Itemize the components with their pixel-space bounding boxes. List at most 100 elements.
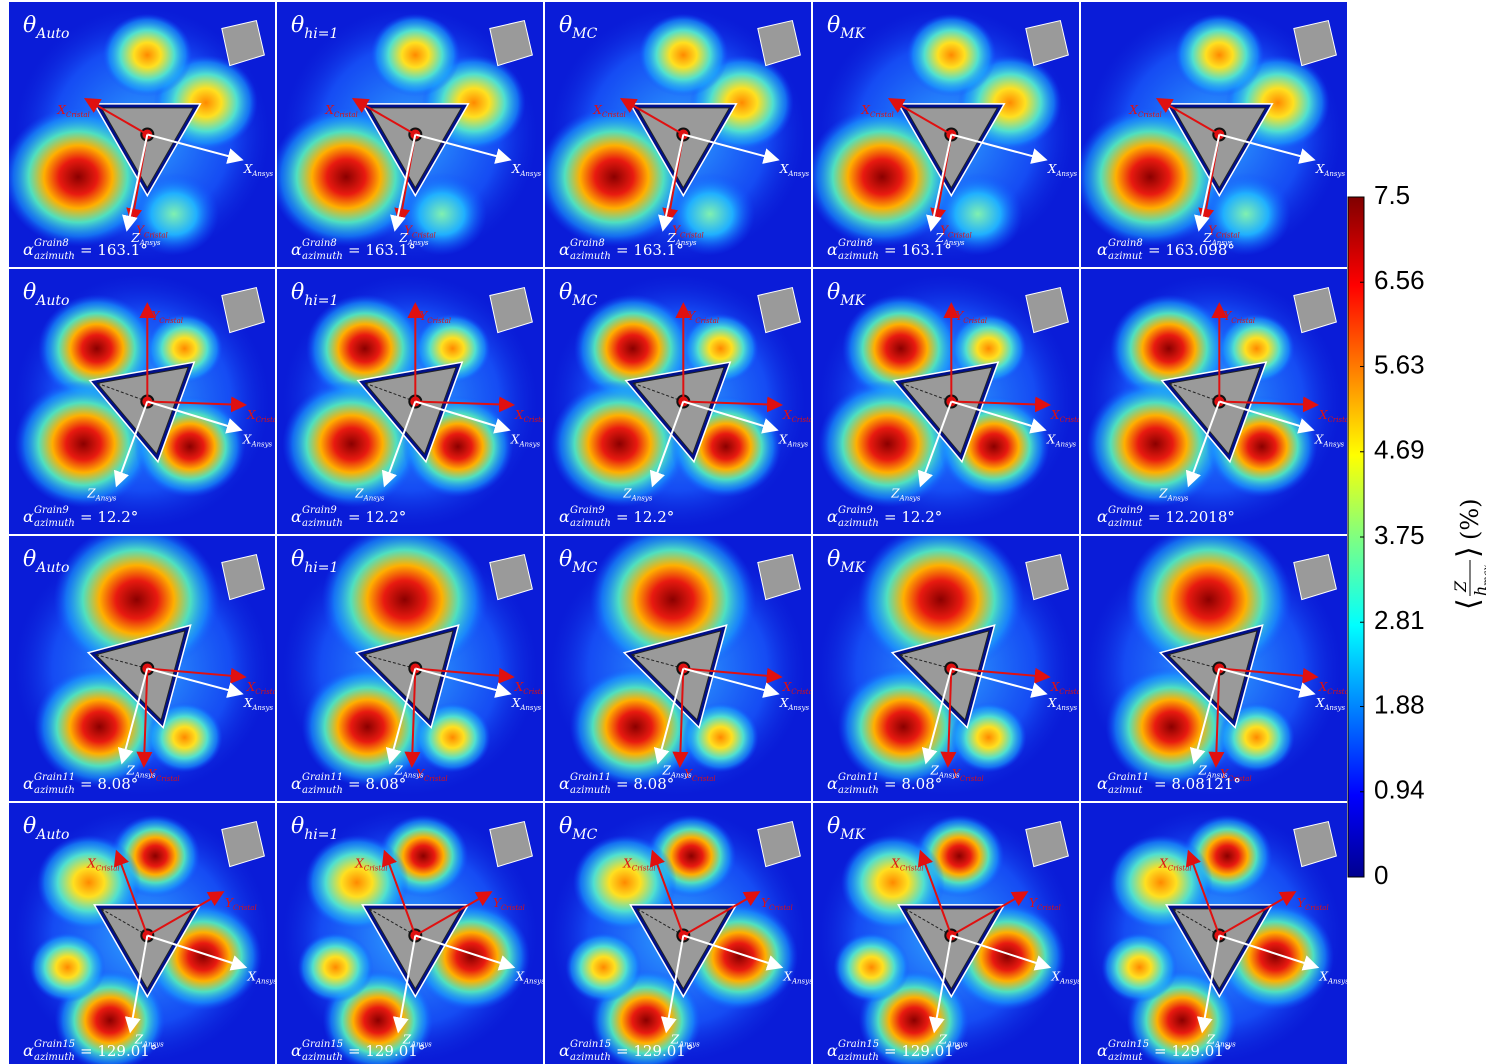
label-unit: (%) bbox=[1456, 498, 1484, 540]
axis-label: YCristal bbox=[493, 896, 525, 912]
label-close: ⟩ bbox=[1451, 546, 1486, 558]
axis-arrow bbox=[415, 133, 512, 164]
indenter-edge bbox=[899, 654, 952, 669]
axis-label: XAnsys bbox=[1046, 432, 1077, 448]
axis-sub: Cristal bbox=[1328, 416, 1352, 424]
axis-symbol: X bbox=[1128, 103, 1138, 117]
axis-symbol: X bbox=[1047, 696, 1057, 710]
angle-symbol: α bbox=[559, 1041, 570, 1060]
cube-icon bbox=[489, 820, 533, 868]
angle-sup: Grain15 bbox=[838, 1039, 879, 1050]
method-symbol: θ bbox=[559, 814, 572, 839]
axis-label: XCristal bbox=[1158, 856, 1191, 872]
axis-label: XAnsys bbox=[1050, 970, 1081, 986]
angle-symbol: α bbox=[291, 240, 302, 259]
cube-icon bbox=[757, 553, 801, 601]
axis-arrow bbox=[658, 134, 685, 232]
axis-arrow bbox=[683, 934, 784, 971]
method-label: θMC bbox=[559, 547, 598, 576]
angle-value: = 8.08° bbox=[80, 775, 138, 793]
axis-arrow bbox=[147, 400, 243, 434]
method-symbol: θ bbox=[827, 547, 840, 572]
axis-sub: Ansys bbox=[678, 1040, 700, 1048]
angle-sub: azimuth bbox=[838, 1052, 879, 1063]
axis-symbol: Y bbox=[419, 309, 428, 323]
angle-value: = 129.01° bbox=[1154, 1042, 1231, 1060]
method-sub: MC bbox=[571, 560, 597, 576]
hotspot bbox=[1218, 313, 1295, 384]
axis-arrow bbox=[113, 849, 149, 936]
angle-value: = 8.08° bbox=[616, 775, 674, 793]
axis-sub: Cristal bbox=[1327, 688, 1351, 696]
axis-arrow bbox=[146, 891, 225, 937]
angle-sup: Grain9 bbox=[1108, 505, 1143, 516]
axis-arrow bbox=[385, 668, 417, 765]
axis-arrow bbox=[1155, 98, 1220, 136]
axis-arrow bbox=[1185, 401, 1221, 488]
axis-sub: Cristal bbox=[524, 416, 548, 424]
axis-sub: Ansys bbox=[631, 495, 653, 503]
cube-icon bbox=[1293, 553, 1337, 601]
axis-sub: Ansys bbox=[946, 1040, 968, 1048]
axis-sub: Cristal bbox=[233, 904, 257, 912]
cube-icon bbox=[1025, 553, 1069, 601]
angle-sup: Grain9 bbox=[34, 505, 69, 516]
axis-sub: Cristal bbox=[96, 864, 120, 872]
axis-arrow bbox=[683, 667, 780, 698]
axis-arrow bbox=[951, 667, 1051, 684]
axis-arrow bbox=[951, 133, 1048, 164]
method-label: θMC bbox=[559, 13, 598, 42]
method-symbol: θ bbox=[559, 280, 572, 305]
angle-value: = 129.01° bbox=[616, 1042, 693, 1060]
angle-value: = 163.1° bbox=[80, 241, 148, 259]
angle-sub: azimuth bbox=[570, 785, 611, 796]
axis-sub: Cristal bbox=[66, 111, 90, 119]
axis-label: YCristal bbox=[1297, 896, 1329, 912]
axis-label: ZAnsys bbox=[934, 231, 964, 247]
axis-arrow bbox=[683, 133, 780, 164]
method-label: θAuto bbox=[23, 814, 69, 843]
method-sub: hi=1 bbox=[304, 26, 338, 42]
axis-symbol: Z bbox=[1206, 1032, 1216, 1046]
cube-icon bbox=[221, 19, 265, 67]
cube-icon bbox=[1293, 820, 1337, 868]
method-symbol: θ bbox=[291, 280, 304, 305]
axis-symbol: X bbox=[782, 408, 792, 422]
method-sub: MC bbox=[571, 293, 597, 309]
angle-sub: azimut bbox=[1108, 518, 1143, 529]
axis-sub: Cristal bbox=[256, 416, 280, 424]
axis-symbol: X bbox=[1315, 696, 1325, 710]
method-label: θAuto bbox=[23, 13, 69, 42]
axis-sub: Ansys bbox=[250, 440, 272, 448]
axis-sub: Cristal bbox=[412, 232, 436, 240]
method-symbol: θ bbox=[23, 13, 36, 38]
axis-label: XAnsys bbox=[1047, 162, 1078, 178]
axis-arrow bbox=[83, 98, 148, 136]
axis-arrow bbox=[415, 667, 515, 684]
axis-label: XCristal bbox=[514, 680, 547, 696]
axis-label: YCristal bbox=[1029, 896, 1061, 912]
indenter-edge bbox=[1172, 908, 1220, 936]
axis-sub: Ansys bbox=[1327, 978, 1349, 986]
axis-label: YCristal bbox=[955, 309, 987, 325]
axis-symbol: Y bbox=[136, 224, 145, 238]
axis-label: XAnsys bbox=[511, 696, 542, 712]
axis-symbol: Z bbox=[662, 764, 672, 778]
angle-symbol: α bbox=[23, 507, 34, 526]
method-sub: MC bbox=[571, 827, 597, 843]
cube-icon bbox=[1025, 820, 1069, 868]
angle-value: = 8.08° bbox=[884, 775, 942, 793]
axis-symbol: X bbox=[592, 103, 602, 117]
indenter bbox=[368, 107, 463, 189]
cube-icon bbox=[221, 553, 265, 601]
